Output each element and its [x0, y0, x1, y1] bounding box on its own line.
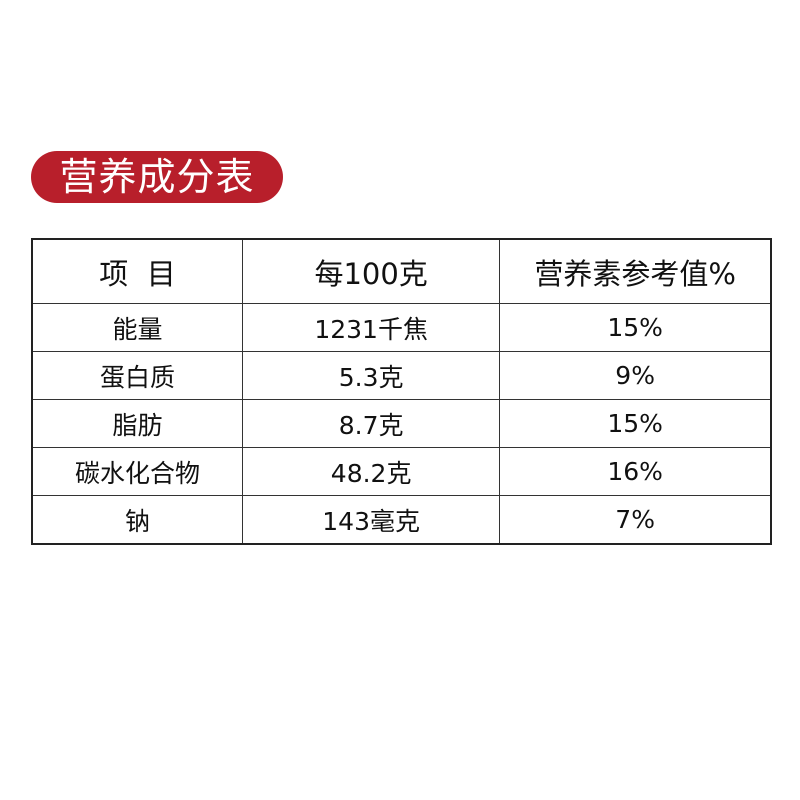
- table-row: 钠 143毫克 7%: [31, 495, 772, 545]
- nutrition-table: 项 目 每100克 营养素参考值% 能量 1231千焦 15% 蛋白质 5.3克…: [31, 238, 772, 545]
- cell-nrv: 15%: [499, 303, 772, 352]
- title-badge: 营养成分表: [31, 151, 283, 203]
- cell-amount: 1231千焦: [241, 303, 501, 352]
- cell-amount: 143毫克: [241, 495, 501, 545]
- cell-amount: 8.7克: [241, 399, 501, 448]
- cell-item: 脂肪: [31, 399, 243, 448]
- cell-nrv: 9%: [499, 351, 772, 400]
- header-per-100g: 每100克: [241, 238, 501, 304]
- cell-nrv: 7%: [499, 495, 772, 545]
- cell-nrv: 15%: [499, 399, 772, 448]
- table-header-row: 项 目 每100克 营养素参考值%: [31, 238, 772, 304]
- cell-item: 碳水化合物: [31, 447, 243, 496]
- header-item: 项 目: [31, 238, 243, 304]
- cell-amount: 5.3克: [241, 351, 501, 400]
- header-nrv: 营养素参考值%: [499, 238, 772, 304]
- cell-item: 钠: [31, 495, 243, 545]
- table-row: 能量 1231千焦 15%: [31, 303, 772, 352]
- table-row: 蛋白质 5.3克 9%: [31, 351, 772, 400]
- table-row: 碳水化合物 48.2克 16%: [31, 447, 772, 496]
- cell-item: 能量: [31, 303, 243, 352]
- cell-item: 蛋白质: [31, 351, 243, 400]
- cell-nrv: 16%: [499, 447, 772, 496]
- cell-amount: 48.2克: [241, 447, 501, 496]
- table-row: 脂肪 8.7克 15%: [31, 399, 772, 448]
